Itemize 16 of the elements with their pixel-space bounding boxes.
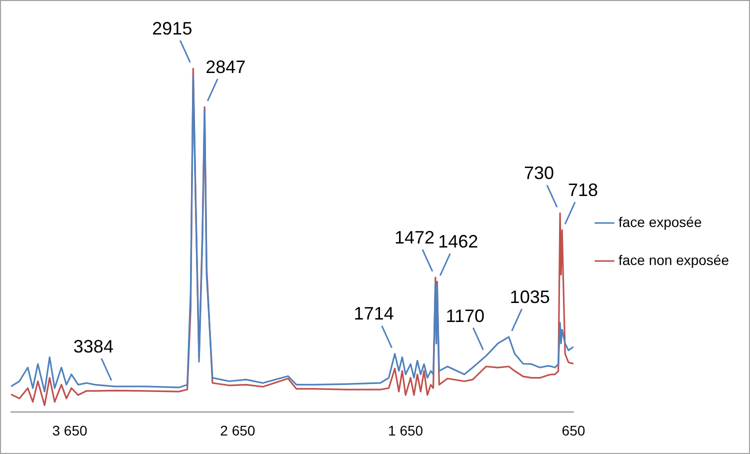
annotation: 1462 [438,232,478,252]
x-tick-label: 1 650 [388,422,424,438]
annotation: 1035 [510,286,550,307]
annotation: 718 [568,180,598,200]
x-tick-label: 2 650 [220,422,256,438]
x-tick-label: 3 650 [52,422,88,438]
annotation: 1170 [446,306,485,326]
annotation: 3384 [73,336,114,356]
annotation: 1714 [354,304,394,324]
annotation: 1472 [394,227,434,248]
annotation: 2847 [206,56,246,77]
legend-label: face exposée [618,214,702,230]
legend-label: face non exposée [618,252,730,268]
annotation: 730 [524,163,554,184]
annotation: 2915 [152,18,192,38]
x-tick-label: 650 [562,422,586,438]
